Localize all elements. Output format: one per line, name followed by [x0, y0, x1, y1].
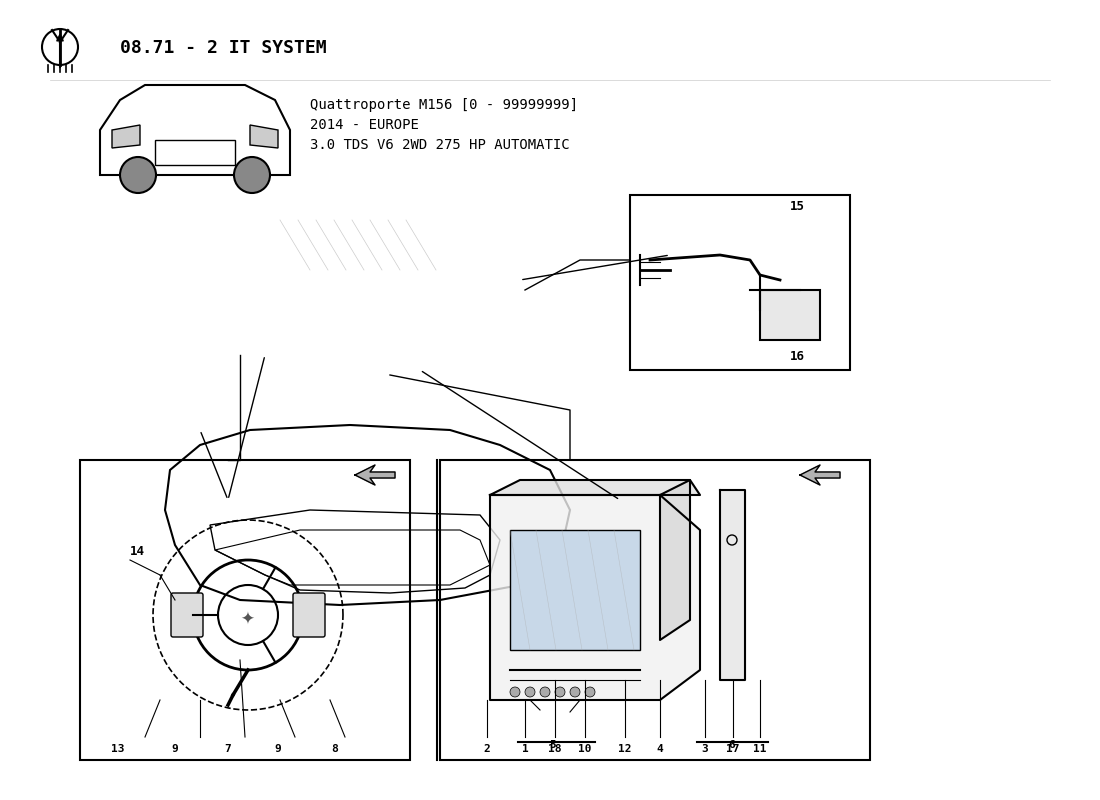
Text: 4: 4	[657, 744, 663, 754]
Circle shape	[234, 157, 270, 193]
Text: 11: 11	[754, 744, 767, 754]
Text: 14: 14	[130, 545, 145, 558]
FancyBboxPatch shape	[170, 593, 204, 637]
Text: 8: 8	[331, 744, 339, 754]
Polygon shape	[490, 480, 700, 495]
Text: 5: 5	[550, 740, 557, 750]
FancyBboxPatch shape	[510, 530, 640, 650]
Text: 1: 1	[521, 744, 528, 754]
Text: 9: 9	[172, 744, 178, 754]
Polygon shape	[250, 125, 278, 148]
FancyBboxPatch shape	[760, 290, 820, 340]
Polygon shape	[490, 495, 700, 700]
Polygon shape	[800, 465, 840, 485]
Circle shape	[510, 687, 520, 697]
Circle shape	[540, 687, 550, 697]
Text: 3.0 TDS V6 2WD 275 HP AUTOMATIC: 3.0 TDS V6 2WD 275 HP AUTOMATIC	[310, 138, 570, 152]
Text: 08.71 - 2 IT SYSTEM: 08.71 - 2 IT SYSTEM	[120, 39, 327, 57]
Text: 10: 10	[579, 744, 592, 754]
Circle shape	[585, 687, 595, 697]
Circle shape	[570, 687, 580, 697]
Polygon shape	[355, 465, 395, 485]
Text: 6: 6	[728, 740, 736, 750]
Text: 2014 - EUROPE: 2014 - EUROPE	[310, 118, 419, 132]
Text: 13: 13	[111, 744, 124, 754]
Text: Quattroporte M156 [0 - 99999999]: Quattroporte M156 [0 - 99999999]	[310, 98, 578, 112]
Text: 3: 3	[702, 744, 708, 754]
Text: 17: 17	[726, 744, 739, 754]
Polygon shape	[112, 125, 140, 148]
Circle shape	[120, 157, 156, 193]
Text: 16: 16	[790, 350, 805, 363]
Text: ✦: ✦	[240, 611, 254, 629]
FancyBboxPatch shape	[293, 593, 324, 637]
Text: 18: 18	[548, 744, 562, 754]
Text: 9: 9	[275, 744, 282, 754]
Circle shape	[525, 687, 535, 697]
Text: 12: 12	[618, 744, 631, 754]
Text: 2: 2	[484, 744, 491, 754]
Circle shape	[556, 687, 565, 697]
Text: 15: 15	[790, 200, 805, 213]
Polygon shape	[660, 480, 690, 640]
Polygon shape	[720, 490, 745, 680]
Text: 7: 7	[224, 744, 231, 754]
